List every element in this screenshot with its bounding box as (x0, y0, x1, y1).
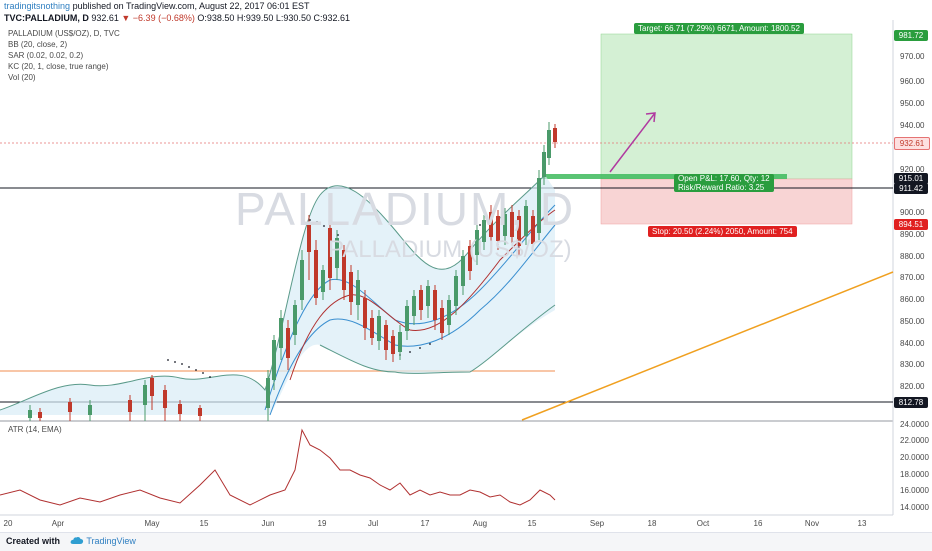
indicator-sar[interactable]: SAR (0.02, 0.02, 0.2) (8, 51, 84, 60)
time-tick: Sep (589, 519, 605, 528)
risk-reward-text: Risk/Reward Ratio: 3.25 (678, 183, 765, 192)
atr-line (0, 428, 556, 506)
time-tick: 15 (199, 519, 209, 528)
author-link[interactable]: tradingitsnothing (4, 1, 71, 11)
pnl-label[interactable]: Open P&L: 17.60, Qty: 12 Risk/Reward Rat… (674, 174, 774, 192)
trend-line[interactable] (521, 271, 894, 421)
price-tick: 820.00 (900, 382, 925, 391)
symbol-name[interactable]: TVC:PALLADIUM, D (4, 13, 89, 23)
stop-label[interactable]: Stop: 20.50 (2.24%) 2050, Amount: 754 (648, 226, 797, 237)
footer-bar: Created with TradingView (0, 532, 932, 551)
atr-tick: 22.0000 (900, 436, 929, 445)
price-tick: 920.00 (900, 165, 925, 174)
atr-tick: 20.0000 (900, 453, 929, 462)
publish-info: published on TradingView.com, August 22,… (72, 1, 310, 11)
entry-line[interactable] (542, 174, 787, 179)
target-label[interactable]: Target: 66.71 (7.29%) 6671, Amount: 1800… (634, 23, 804, 34)
publish-header: tradingitsnothing published on TradingVi… (4, 1, 310, 11)
indicator-bb[interactable]: BB (20, close, 2) (8, 40, 68, 49)
last-price: 932.61 (91, 13, 119, 23)
price-tick: 890.00 (900, 230, 925, 239)
price-tick: 900.00 (900, 208, 925, 217)
time-tick: Aug (472, 519, 488, 528)
ohlc-values: O:938.50 H:939.50 L:930.50 C:932.61 (197, 13, 350, 23)
time-tick: 20 (3, 519, 13, 528)
watermark-symbol: PALLADIUM, D (235, 183, 576, 235)
atr-tick: 14.0000 (900, 503, 929, 512)
price-tick: 960.00 (900, 77, 925, 86)
indicator-kc[interactable]: KC (20, 1, close, true range) (8, 62, 109, 71)
bollinger-band (0, 175, 555, 415)
indicator-vol[interactable]: Vol (20) (8, 73, 36, 82)
price-tick: 850.00 (900, 317, 925, 326)
atr-tick: 18.0000 (900, 470, 929, 479)
candles[interactable] (28, 122, 557, 421)
time-tick: 19 (317, 519, 327, 528)
tradingview-cloud-icon (70, 536, 84, 544)
price-tick: 940.00 (900, 121, 925, 130)
time-tick: Jul (367, 519, 379, 528)
price-chart[interactable] (0, 0, 932, 532)
atr-indicator-label[interactable]: ATR (14, EMA) (8, 425, 62, 434)
atr-tick: 24.0000 (900, 420, 929, 429)
target-price-tag: 981.72 (894, 30, 928, 41)
time-tick: May (144, 519, 160, 528)
atr-tick: 16.0000 (900, 486, 929, 495)
time-tick: Nov (804, 519, 820, 528)
price-tick: 970.00 (900, 52, 925, 61)
price-tick: 860.00 (900, 295, 925, 304)
time-tick: 15 (527, 519, 537, 528)
indicator-title: PALLADIUM (US$/OZ), D, TVC (8, 29, 120, 38)
pnl-text: Open P&L: 17.60, Qty: 12 (678, 174, 770, 183)
tradingview-brand: TradingView (86, 536, 136, 546)
watermark-description: PALLADIUM (US$/OZ) (328, 236, 572, 263)
line-price-tag: 911.42 (894, 183, 928, 194)
current-price-tag: 932.61 (894, 137, 930, 150)
price-tick: 880.00 (900, 252, 925, 261)
projection-arrow[interactable] (609, 112, 656, 173)
time-tick: 17 (420, 519, 430, 528)
price-tick: 830.00 (900, 360, 925, 369)
time-tick: Apr (51, 519, 65, 528)
time-tick: Jun (261, 519, 275, 528)
price-tick: 840.00 (900, 339, 925, 348)
stop-price-tag: 894.51 (894, 219, 928, 230)
target-zone[interactable] (600, 33, 853, 180)
time-tick: 13 (857, 519, 867, 528)
symbol-header: TVC:PALLADIUM, D 932.61 ▼ −6.39 (−0.68%)… (4, 13, 350, 23)
entry-price-tag: 915.01 (894, 173, 928, 184)
support-price-tag: 812.78 (894, 397, 928, 408)
tradingview-logo[interactable]: TradingView (70, 536, 136, 546)
time-tick: 18 (647, 519, 657, 528)
price-tick: 870.00 (900, 273, 925, 282)
price-change: ▼ −6.39 (−0.68%) (121, 13, 195, 23)
created-with-text: Created with (6, 536, 61, 546)
time-tick: 16 (753, 519, 763, 528)
price-tick: 950.00 (900, 99, 925, 108)
time-tick: Oct (696, 519, 710, 528)
